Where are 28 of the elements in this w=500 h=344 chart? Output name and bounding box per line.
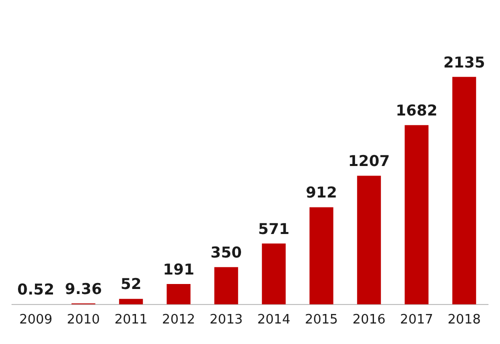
bar — [404, 125, 428, 304]
data-label: 1682 — [396, 102, 438, 120]
x-tick-label: 2016 — [352, 312, 386, 328]
bar — [166, 284, 190, 304]
x-tick-label: 2010 — [66, 312, 100, 328]
x-tick-label: 2013 — [210, 312, 243, 328]
data-label: 1207 — [348, 152, 390, 170]
bar — [119, 298, 143, 304]
data-label: 2135 — [443, 53, 486, 72]
data-label: 191 — [162, 260, 194, 278]
x-tick-label: 2011 — [114, 312, 148, 328]
x-tick-label: 2009 — [19, 312, 52, 328]
x-tick-label: 2015 — [304, 312, 338, 328]
bar — [452, 76, 476, 304]
data-label: 912 — [306, 184, 338, 202]
bar — [357, 176, 381, 304]
data-label: 52 — [120, 275, 142, 294]
bar — [262, 244, 286, 304]
x-tick-label: 2017 — [400, 312, 434, 328]
bar — [214, 267, 238, 304]
x-tick-label: 2014 — [257, 312, 290, 328]
x-tick-label: 2018 — [448, 312, 481, 328]
data-label: 9.36 — [64, 280, 102, 298]
data-label: 571 — [258, 220, 290, 238]
data-label: 0.52 — [17, 280, 54, 299]
data-label: 350 — [210, 243, 242, 262]
x-tick-label: 2012 — [162, 312, 196, 328]
bar — [310, 207, 334, 304]
